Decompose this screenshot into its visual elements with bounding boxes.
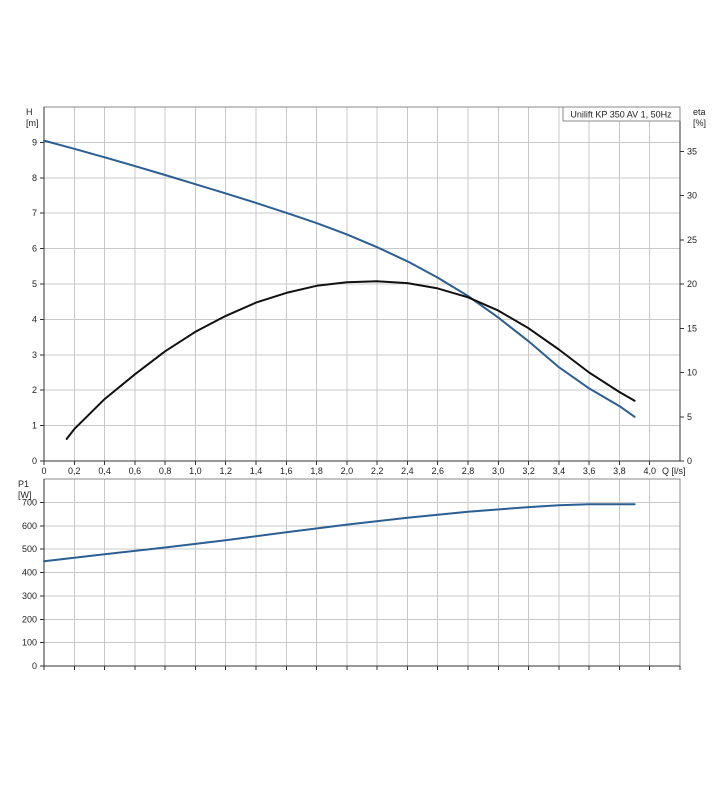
x-tick-label: 1,4 [250,466,263,476]
y-tick-label-left: 3 [32,350,37,360]
x-tick-label: 2,6 [431,466,444,476]
chart-title: Unilift KP 350 AV 1, 50Hz [570,110,672,120]
y-tick-label-left: 4 [32,314,37,324]
head-curve [43,139,636,418]
y-tick-label-left: 2 [32,385,37,395]
x-tick-label: 2,0 [341,466,354,476]
x-tick-label: 0,4 [98,466,111,476]
y-tick-label-right: 5 [687,412,692,422]
y-tick-label-bottom: 500 [22,544,37,554]
x-tick-label: 1,6 [280,466,293,476]
y-tick-label-left: 9 [32,137,37,147]
y-tick-label-left: 7 [32,208,37,218]
x-tick-label: 0,6 [129,466,142,476]
x-tick-label: 1,8 [310,466,323,476]
x-tick-label: 3,4 [553,466,566,476]
y-tick-label-right: 30 [687,191,697,201]
x-tick-label: 3,6 [583,466,596,476]
y-tick-label-bottom: 100 [22,638,37,648]
x-tick-label: 1,2 [219,466,232,476]
y-tick-label-left: 8 [32,173,37,183]
y-tick-label-bottom: 600 [22,521,37,531]
y-tick-label-right: 20 [687,279,697,289]
x-tick-label: 0,8 [159,466,172,476]
x-tick-label: 0 [41,466,46,476]
y-tick-label-bottom: 300 [22,591,37,601]
chart-title-box [562,106,681,122]
y-axis-label-right: eta [%] [693,107,706,128]
x-tick-label: 3,8 [613,466,626,476]
y-tick-label-right: 35 [687,146,697,156]
y-tick-label-left: 6 [32,244,37,254]
y-tick-label-right: 25 [687,235,697,245]
y-tick-label-bottom: 0 [32,661,37,671]
x-tick-label: 0,2 [68,466,81,476]
y-tick-label-left: 1 [32,421,37,431]
y-tick-label-bottom: 200 [22,614,37,624]
x-tick-label: 2,8 [462,466,475,476]
y-tick-label-right: 10 [687,368,697,378]
y-tick-label-left: 0 [32,456,37,466]
x-tick-label: 2,2 [371,466,384,476]
x-tick-label: 3,0 [492,466,505,476]
y-tick-label-right: 0 [687,456,692,466]
y-tick-label-right: 15 [687,323,697,333]
y-tick-label-bottom: 700 [22,497,37,507]
efficiency-curve [65,280,636,440]
power-curve [43,503,636,563]
y-axis-label-bottom: P1 [W] [18,479,32,500]
y-axis-label-left: H [m] [26,107,39,128]
x-axis-label: Q [l/s] [662,466,686,476]
x-tick-label: 2,4 [401,466,414,476]
x-tick-label: 1,0 [189,466,202,476]
y-tick-label-left: 5 [32,279,37,289]
y-tick-label-bottom: 400 [22,568,37,578]
x-tick-label: 4,0 [643,466,656,476]
x-tick-label: 3,2 [522,466,535,476]
